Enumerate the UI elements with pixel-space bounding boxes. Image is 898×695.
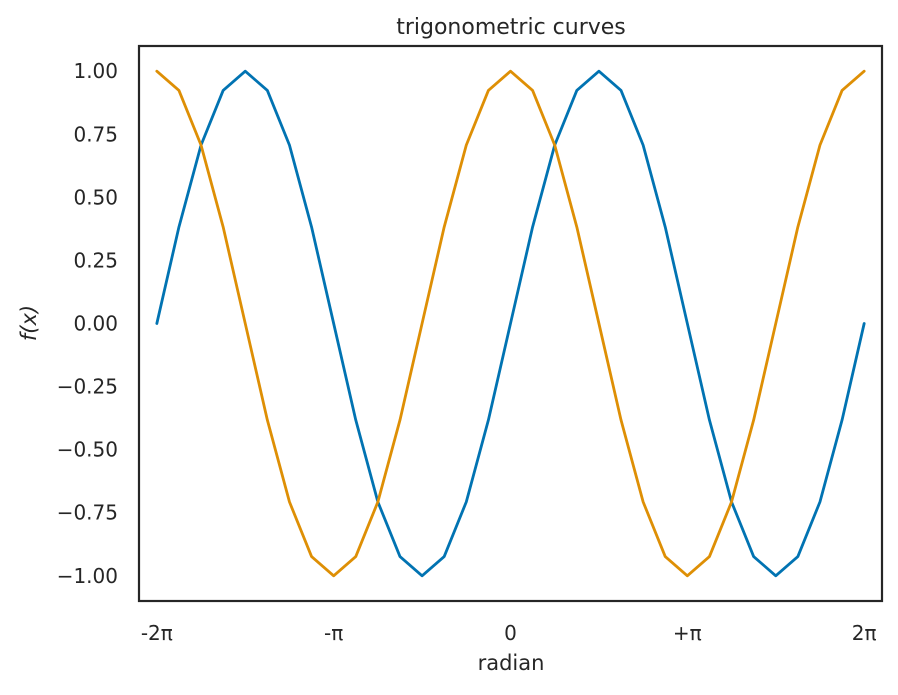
y-tick-label: 0.00 <box>73 312 118 336</box>
x-tick-label: 2π <box>852 621 877 645</box>
x-tick-label: -π <box>324 621 343 645</box>
x-tick-labels: -2π -π 0 +π 2π <box>141 621 877 645</box>
y-tick-labels: 1.00 0.75 0.50 0.25 0.00 −0.25 −0.50 −0.75 −1.00 <box>57 59 118 588</box>
x-tick-label: 0 <box>504 621 517 645</box>
x-tick-label: -2π <box>141 621 173 645</box>
y-tick-label: 0.50 <box>73 185 118 209</box>
y-tick-label: −0.25 <box>57 375 118 399</box>
y-tick-label: 0.25 <box>73 248 118 272</box>
series-layer <box>155 69 866 578</box>
series-line-sin <box>155 69 866 578</box>
y-tick-label: −1.00 <box>57 564 118 588</box>
y-axis-label: f(x) <box>17 305 41 341</box>
series-line-cos <box>155 69 866 578</box>
x-tick-label: +π <box>673 621 702 645</box>
y-tick-label: 0.75 <box>73 122 118 146</box>
y-tick-label: −0.75 <box>57 501 118 525</box>
y-tick-label: −0.50 <box>57 438 118 462</box>
chart-title: trigonometric curves <box>396 15 626 40</box>
plot-area-frame <box>137 44 884 603</box>
x-axis-label: radian <box>478 651 545 675</box>
y-tick-label: 1.00 <box>73 59 118 83</box>
